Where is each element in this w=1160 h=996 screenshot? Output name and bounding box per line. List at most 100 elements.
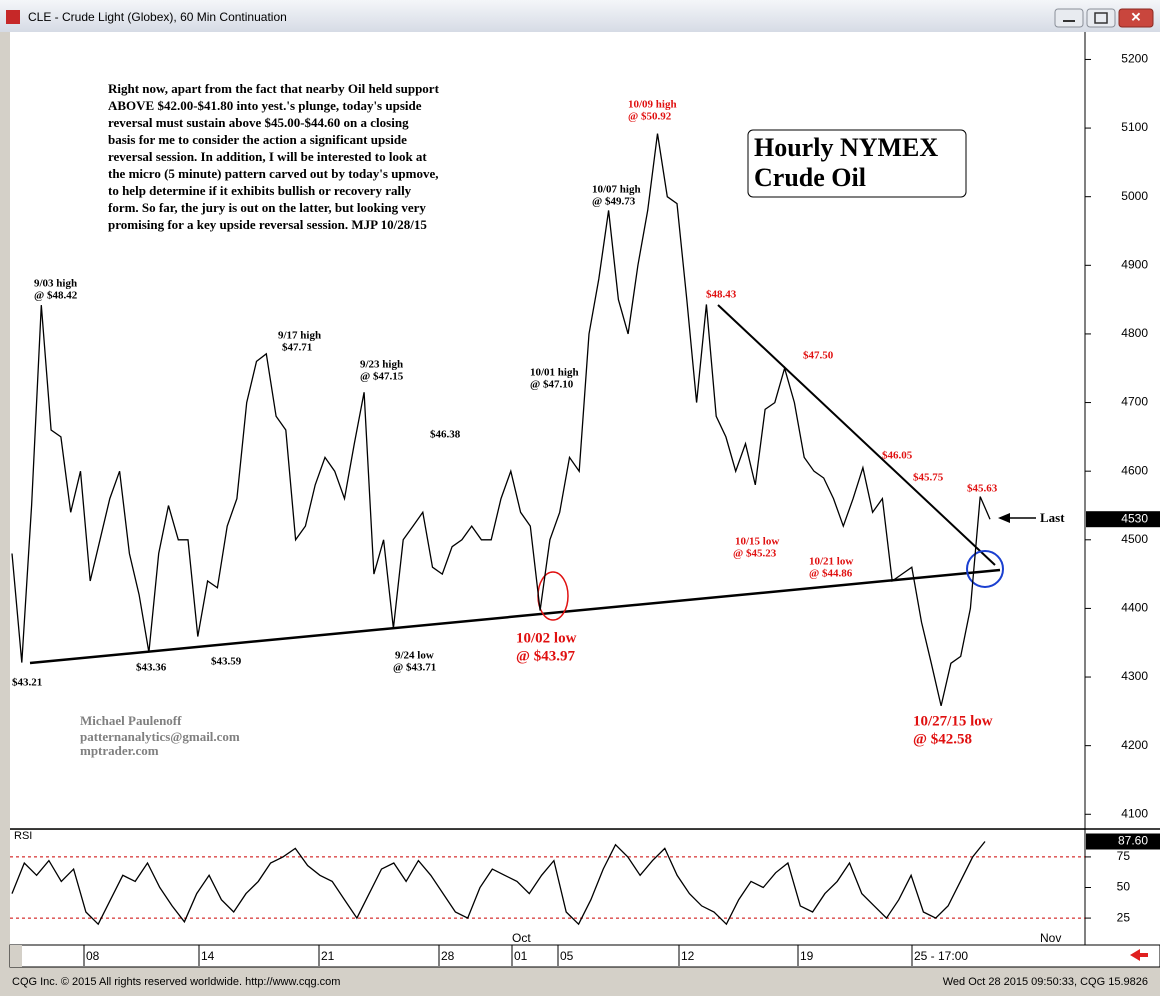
annotation: 10/02 low xyxy=(516,630,577,646)
commentary-line: basis for me to consider the action a si… xyxy=(108,132,407,147)
annotation: 10/27/15 low xyxy=(913,713,993,729)
maximize-icon xyxy=(1094,12,1108,24)
scroll-left[interactable] xyxy=(10,945,22,967)
annotation: 10/09 high xyxy=(628,99,677,111)
y-tick-label: 4900 xyxy=(1121,257,1148,271)
annotation: @ $49.73 xyxy=(592,196,636,208)
x-tick-label: 19 xyxy=(800,949,814,963)
y-tick-label: 50 xyxy=(1117,880,1131,894)
time-axis xyxy=(9,944,1160,968)
annotation: 9/24 low xyxy=(395,650,434,662)
x-tick-label: 28 xyxy=(441,949,455,963)
y-tick-label: 75 xyxy=(1117,849,1131,863)
rsi-last-label: 87.60 xyxy=(1118,834,1148,848)
y-tick-label: 5000 xyxy=(1121,189,1148,203)
annotation: $46.38 xyxy=(430,429,461,441)
annotation: $48.43 xyxy=(706,289,737,301)
x-tick-label: 05 xyxy=(560,949,574,963)
y-tick-label: 4700 xyxy=(1121,395,1148,409)
annotation: $43.21 xyxy=(12,677,42,689)
annotation: $43.59 xyxy=(211,656,242,668)
price-line xyxy=(11,133,991,707)
annotation: @ $42.58 xyxy=(913,731,972,747)
month-label: Nov xyxy=(1040,931,1061,945)
y-tick-label: 25 xyxy=(1117,910,1131,924)
title-box xyxy=(747,129,967,198)
annotation: 9/23 high xyxy=(360,359,403,371)
x-tick-label: 14 xyxy=(201,949,215,963)
y-tick-label: 4800 xyxy=(1121,326,1148,340)
close-button[interactable] xyxy=(1118,8,1154,28)
app-icon xyxy=(6,10,20,24)
y-tick-label: 4200 xyxy=(1121,738,1148,752)
breakout-highlight xyxy=(966,550,1004,588)
annotation: $45.63 xyxy=(967,483,998,495)
commentary-line: promising for a key upside reversal sess… xyxy=(108,217,427,232)
title-bar xyxy=(0,0,1160,32)
annotation: @ $47.10 xyxy=(530,379,574,391)
annotation: $46.05 xyxy=(882,450,913,462)
annotation: 10/21 low xyxy=(809,556,853,568)
annotation: @ $47.15 xyxy=(360,371,404,383)
scroll-arrow[interactable] xyxy=(1130,949,1148,961)
x-tick-label: 08 xyxy=(86,949,100,963)
annotation: patternanalytics@gmail.com xyxy=(80,729,240,744)
annotation: Michael Paulenoff xyxy=(80,713,182,728)
annotation: 9/17 high xyxy=(278,330,321,342)
y-tick-label: 4100 xyxy=(1121,806,1148,820)
commentary-line: ABOVE $42.00-$41.80 into yest.'s plunge,… xyxy=(108,98,422,113)
annotation: 10/07 high xyxy=(592,184,641,196)
support-trendline xyxy=(29,568,1001,665)
x-tick-label: 12 xyxy=(681,949,695,963)
rsi-last-box xyxy=(1086,833,1160,850)
rsi-title: RSI xyxy=(14,830,32,842)
annotation: $47.71 xyxy=(282,342,312,354)
y-tick-label: 4500 xyxy=(1121,532,1148,546)
commentary-line: reversal must sustain above $45.00-$44.6… xyxy=(108,115,409,130)
annotation: 10/01 high xyxy=(530,367,579,379)
resistance-trendline xyxy=(717,304,996,566)
commentary-line: the micro (5 minute) pattern carved out … xyxy=(108,166,439,181)
x-tick-label: 01 xyxy=(514,949,528,963)
annotation: $43.36 xyxy=(136,662,167,674)
price-line xyxy=(11,841,986,926)
window-title: CLE - Crude Light (Globex), 60 Min Conti… xyxy=(28,10,287,24)
commentary-line: reversal session. In addition, I will be… xyxy=(108,149,427,164)
commentary-line: to help determine if it exhibits bullish… xyxy=(108,183,412,198)
annotation: mptrader.com xyxy=(80,743,159,758)
footer-right: Wed Oct 28 2015 09:50:33, CQG 15.9826 xyxy=(943,976,1148,988)
y-tick-label: 5200 xyxy=(1121,52,1148,66)
annotation: 9/03 high xyxy=(34,278,77,290)
annotation: Last xyxy=(1040,510,1065,525)
month-label: Oct xyxy=(512,931,531,945)
title-box-line: Hourly NYMEX xyxy=(754,133,938,162)
price-axis xyxy=(1085,32,1160,945)
rsi-plot xyxy=(10,830,1085,945)
y-tick-label: 5100 xyxy=(1121,120,1148,134)
y-tick-label: 4400 xyxy=(1121,601,1148,615)
maximize-button[interactable] xyxy=(1086,8,1116,28)
annotation: 10/15 low xyxy=(735,536,779,548)
minimize-button[interactable] xyxy=(1054,8,1084,28)
commentary-line: form. So far, the jury is out on the lat… xyxy=(108,200,426,215)
last-price-box xyxy=(1086,511,1160,528)
annotation: @ $44.86 xyxy=(809,568,853,580)
annotation: $47.50 xyxy=(803,350,834,362)
commentary-line: Right now, apart from the fact that near… xyxy=(108,81,440,96)
last-arrowhead xyxy=(998,513,1010,523)
annotation: @ $48.42 xyxy=(34,290,78,302)
annotation: @ $43.71 xyxy=(393,662,436,674)
x-tick-label: 21 xyxy=(321,949,335,963)
annotation: $45.75 xyxy=(913,472,944,484)
last-price-label: 4530 xyxy=(1121,511,1148,525)
y-tick-label: 4600 xyxy=(1121,463,1148,477)
close-icon: ✕ xyxy=(1131,9,1142,24)
title-box-line: Crude Oil xyxy=(754,163,866,192)
annotation: @ $50.92 xyxy=(628,111,672,123)
y-tick-label: 4300 xyxy=(1121,669,1148,683)
annotation: @ $45.23 xyxy=(733,548,777,560)
footer-left: CQG Inc. © 2015 All rights reserved worl… xyxy=(12,976,340,988)
annotation: @ $43.97 xyxy=(516,648,575,664)
x-tick-label: 25 - 17:00 xyxy=(914,949,968,963)
